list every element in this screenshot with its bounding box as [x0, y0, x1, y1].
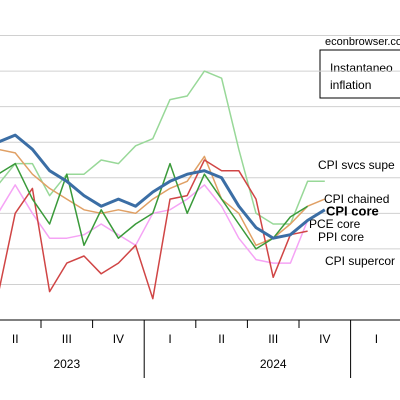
year-label: 2023 — [53, 357, 80, 371]
source-label: econbrowser.com — [325, 36, 400, 48]
x-tick-label: IV — [319, 332, 330, 346]
series-label: CPI supercor — [325, 254, 395, 268]
x-tick-label: IV — [113, 332, 124, 346]
series-label: CPI svcs supe — [318, 158, 395, 172]
legend-box — [319, 49, 400, 99]
series-line — [0, 148, 326, 247]
x-tick-label: III — [268, 332, 278, 346]
series-label: CPI chained — [324, 192, 389, 206]
x-tick-label: I — [168, 332, 171, 346]
series-label: PCE core — [309, 217, 361, 231]
legend-title: inflation — [330, 78, 371, 92]
year-label: 2024 — [260, 357, 287, 371]
x-tick-label: II — [12, 332, 19, 346]
x-tick-label: III — [62, 332, 72, 346]
series-line — [0, 162, 308, 250]
series-line — [0, 159, 308, 300]
series-line — [0, 133, 326, 240]
series-line — [0, 70, 325, 225]
series-label: CPI core — [326, 203, 379, 218]
series-label: PPI core — [318, 230, 364, 244]
x-tick-label: II — [218, 332, 225, 346]
x-tick-label: I — [375, 332, 378, 346]
legend-title: Instantaneo — [330, 61, 393, 75]
